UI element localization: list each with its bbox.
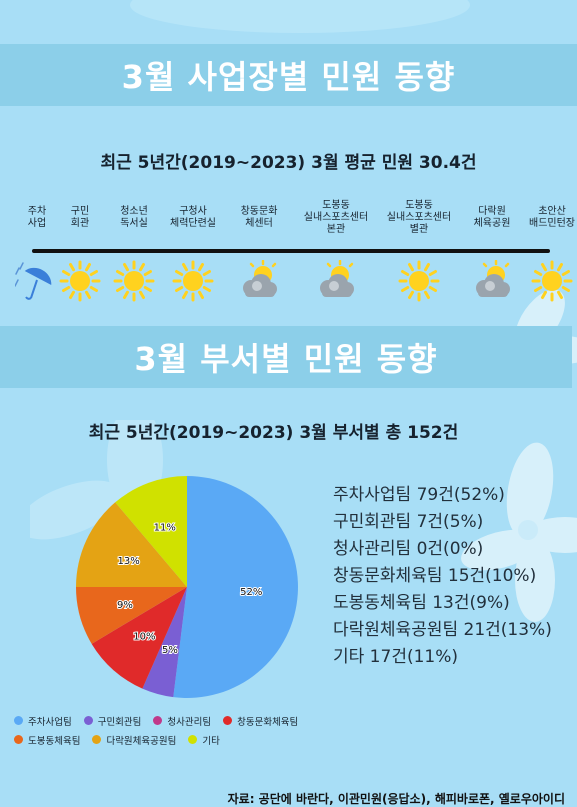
department-stat: 청사관리팀 0건(0%) [333,539,484,559]
cloud-sun-icon [237,259,281,302]
site-label: 주차 사업 [27,206,47,229]
department-stat: 기타 17건(11%) [333,647,459,667]
source-note: 자료: 공단에 바란다, 이관민원(응답소), 해피바로폰, 옐로우아이디 [227,792,565,806]
site-label: 구청사 체력단련실 [170,206,216,229]
site-label: 다락원 체육공원 [473,206,511,229]
cloud-sun-icon [470,259,514,302]
site-label: 구민 회관 [70,206,90,229]
legend-item: 구민회관팀 [83,712,142,729]
legend-swatch [14,735,23,744]
umbrella-rain-icon [14,260,59,302]
site-label: 도봉동 실내스포츠센터 별관 [386,200,452,235]
pie-slice-0 [173,476,298,698]
legend-swatch [223,716,233,725]
pie-slice-3 [91,587,187,689]
sun-icon [58,260,102,302]
section2-subtitle: 최근 5년간(2019~2023) 3월 부서별 총 152건 [88,423,459,443]
pie-slice-6 [115,476,187,587]
legend-label: 다락원체육공원팀 [106,735,177,747]
flower-decoration-right [461,442,577,622]
section1-subtitle: 최근 5년간(2019~2023) 3월 평균 민원 30.4건 [100,153,477,173]
pie-percent-label: 13% [117,556,139,567]
legend-swatch [153,716,163,725]
sun-icon [112,260,156,302]
cloud-sun-icon [314,259,358,302]
legend-item: 기타 [188,731,220,748]
legend-swatch [14,716,23,725]
department-stat: 다락원체육공원팀 21건(13%) [333,620,552,640]
pie-slice-5 [76,502,187,587]
department-stat: 구민회관팀 7건(5%) [333,512,484,532]
site-label: 창동문화 체센터 [240,206,278,229]
sun-icon [171,260,215,302]
pie-chart: 52% 5% 10% 9% 13% 11% [70,470,304,704]
department-stat: 도봉동체육팀 13건(9%) [333,593,510,613]
sun-icon [530,260,574,302]
pie-percent-label: 52% [240,587,262,598]
department-stat: 주차사업팀 79건(52%) [333,485,505,505]
legend-label: 구민회관팀 [97,716,142,728]
legend-label: 기타 [202,735,220,747]
section1-title: 3월 사업장별 민원 동향 [121,58,456,96]
flower-decoration-top [130,0,470,33]
legend-label: 창동문화체육팀 [237,716,299,728]
legend-item: 청사관리팀 [153,712,211,729]
section1-banner: 3월 사업장별 민원 동향 [0,44,577,106]
pie-percent-label: 11% [154,523,176,534]
pie-slice-1 [142,587,187,698]
legend-label: 도봉동체육팀 [28,735,81,747]
legend-label: 주차사업팀 [28,716,72,728]
section2-banner: 3월 부서별 민원 동향 [0,326,572,388]
site-label: 초안산 배드민턴장 [529,206,575,229]
legend-swatch [92,735,102,744]
section2-title: 3월 부서별 민원 동향 [134,340,438,378]
pie-svg: 52% 5% 10% 9% 13% 11% [76,476,298,698]
pie-percent-label: 9% [117,600,133,611]
timeline-divider [32,249,550,253]
sun-icon [397,260,441,302]
department-stat: 창동문화체육팀 15건(10%) [333,566,537,586]
legend-item: 창동문화체육팀 [223,712,298,729]
legend-item: 다락원체육공원팀 [92,731,176,748]
legend-label: 청사관리팀 [167,716,212,728]
legend-swatch [188,735,198,744]
pie-percent-label: 10% [133,631,155,642]
legend-item: 도봉동체육팀 [14,731,80,748]
site-labels: 주차 사업 구민 회관 청소년 독서실 구청사 체력단련실 창동문화 체센터 도봉동 실내스포츠센터 본… [0,200,577,245]
pie-slice-4 [76,587,187,644]
department-stats: 주차사업팀 79건(52%) 구민회관팀 7건(5%) 청사관리팀 0건(0%) 창동… [333,482,552,671]
legend-swatch [83,716,93,725]
pie-percent-label: 5% [162,645,178,656]
site-label: 도봉동 실내스포츠센터 본관 [303,200,369,235]
site-label: 청소년 독서실 [120,206,148,229]
legend-item: 주차사업팀 [14,712,72,729]
